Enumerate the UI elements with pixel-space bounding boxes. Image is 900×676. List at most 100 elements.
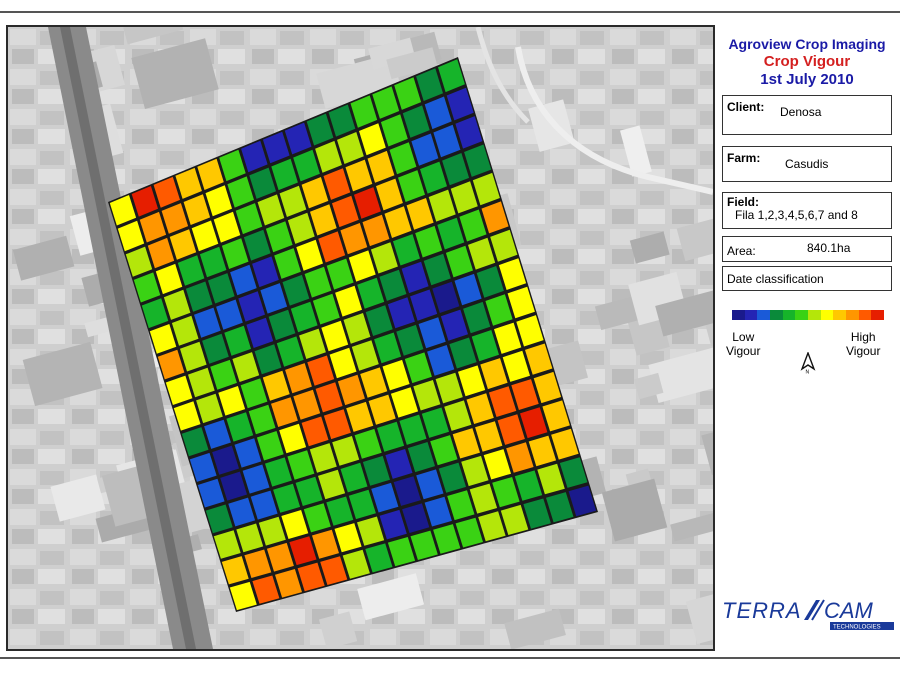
crop-plot [406,198,434,230]
crop-plot [455,517,483,548]
crop-plot [213,211,241,243]
crop-plot [446,87,474,121]
crop-plot [268,309,296,341]
crop-plot [188,367,215,398]
crop-plot [435,372,463,404]
crop-plot [244,549,272,578]
legend-swatch [820,310,834,320]
crop-plot [384,206,412,238]
title-line-2: Crop Vigour [763,52,851,70]
crop-plot [320,556,348,585]
legend-high-line1: High [850,330,876,344]
crop-plot [125,246,153,277]
crop-plot [315,140,342,173]
field-label: Field: [727,195,759,209]
crop-plot [220,471,247,501]
crop-plot [165,375,193,405]
terracam-logo: TERRA CAM TECHNOLOGIES [720,594,896,634]
crop-plot [326,496,354,526]
crop-plot [216,299,243,330]
crop-plots [108,57,598,612]
crop-plot [177,255,205,286]
crop-plot [559,457,588,488]
crop-plot [430,435,458,466]
crop-plot [433,524,461,554]
top-rule [0,11,900,13]
crop-plot [109,195,137,226]
crop-plot [445,245,473,278]
crop-plot [321,320,349,352]
crop-plot [258,516,286,546]
crop-plot [394,77,422,110]
bottom-rule [0,657,900,659]
crop-plot [279,185,307,217]
crop-plot [500,504,529,535]
crop-plot [533,371,562,404]
crop-plot [449,337,477,369]
field-box: Field: Fila 1,2,3,4,5,6,7 and 8 [722,192,892,229]
crop-plot [442,153,470,186]
crop-plot [490,229,518,262]
crop-plot [372,86,400,119]
crop-plot [461,455,489,487]
crop-plot [252,575,280,604]
crop-plot [254,344,282,375]
crop-plot [416,469,444,500]
crop-plot [312,529,339,559]
crop-plot [368,394,396,425]
crop-plot [376,178,403,211]
crop-plot [183,194,211,225]
crop-plot [141,298,169,329]
crop-plot [161,203,189,234]
crop-plot [208,273,235,304]
crop-plot [418,317,446,349]
crop-plot [464,144,492,177]
crop-plot [379,509,407,540]
crop-plot [433,124,461,158]
crop-plot [265,457,292,487]
crop-plot [293,149,320,182]
crop-plot [149,324,177,354]
crop-plot [393,476,421,506]
crop-plot [411,133,439,166]
crop-plot [346,401,374,432]
crop-plot [478,511,506,542]
crop-plot [235,203,263,235]
crop-plot [357,277,385,309]
crop-plot [345,159,373,192]
crop-plot [205,504,233,534]
vigour-map[interactable] [6,25,715,651]
crop-plot [224,325,251,356]
crop-plot [396,324,424,356]
legend-swatch [858,310,872,320]
crop-plot [476,266,504,298]
crop-plot [342,549,370,579]
crop-plot [401,261,429,294]
crop-plot [173,401,201,431]
crop-plot [466,393,494,424]
crop-plot [454,273,482,306]
crop-plot [421,407,449,438]
crop-plot [219,149,246,182]
crop-plot [450,181,478,214]
crop-plot [440,309,468,341]
crop-plot [185,281,213,312]
crop-plot [205,185,232,217]
legend-swatch [732,310,745,320]
crop-plot [175,167,202,199]
crop-plot [410,530,438,560]
crop-plot [243,229,271,261]
crop-plot [480,358,508,390]
legend-swatch [744,310,758,320]
crop-plot [494,322,522,354]
legend-low-label: Low Vigour [726,330,760,359]
title-block: Agroview Crop Imaging Crop Vigour 1st Ju… [714,36,900,89]
crop-plot [438,59,465,93]
legend-swatch [757,310,771,320]
crop-plot [329,347,357,379]
area-value: 840.1ha [807,241,851,255]
crop-plot [511,379,539,410]
crop-plot [230,264,257,296]
crop-plot [389,142,417,175]
crop-plot [459,209,487,242]
